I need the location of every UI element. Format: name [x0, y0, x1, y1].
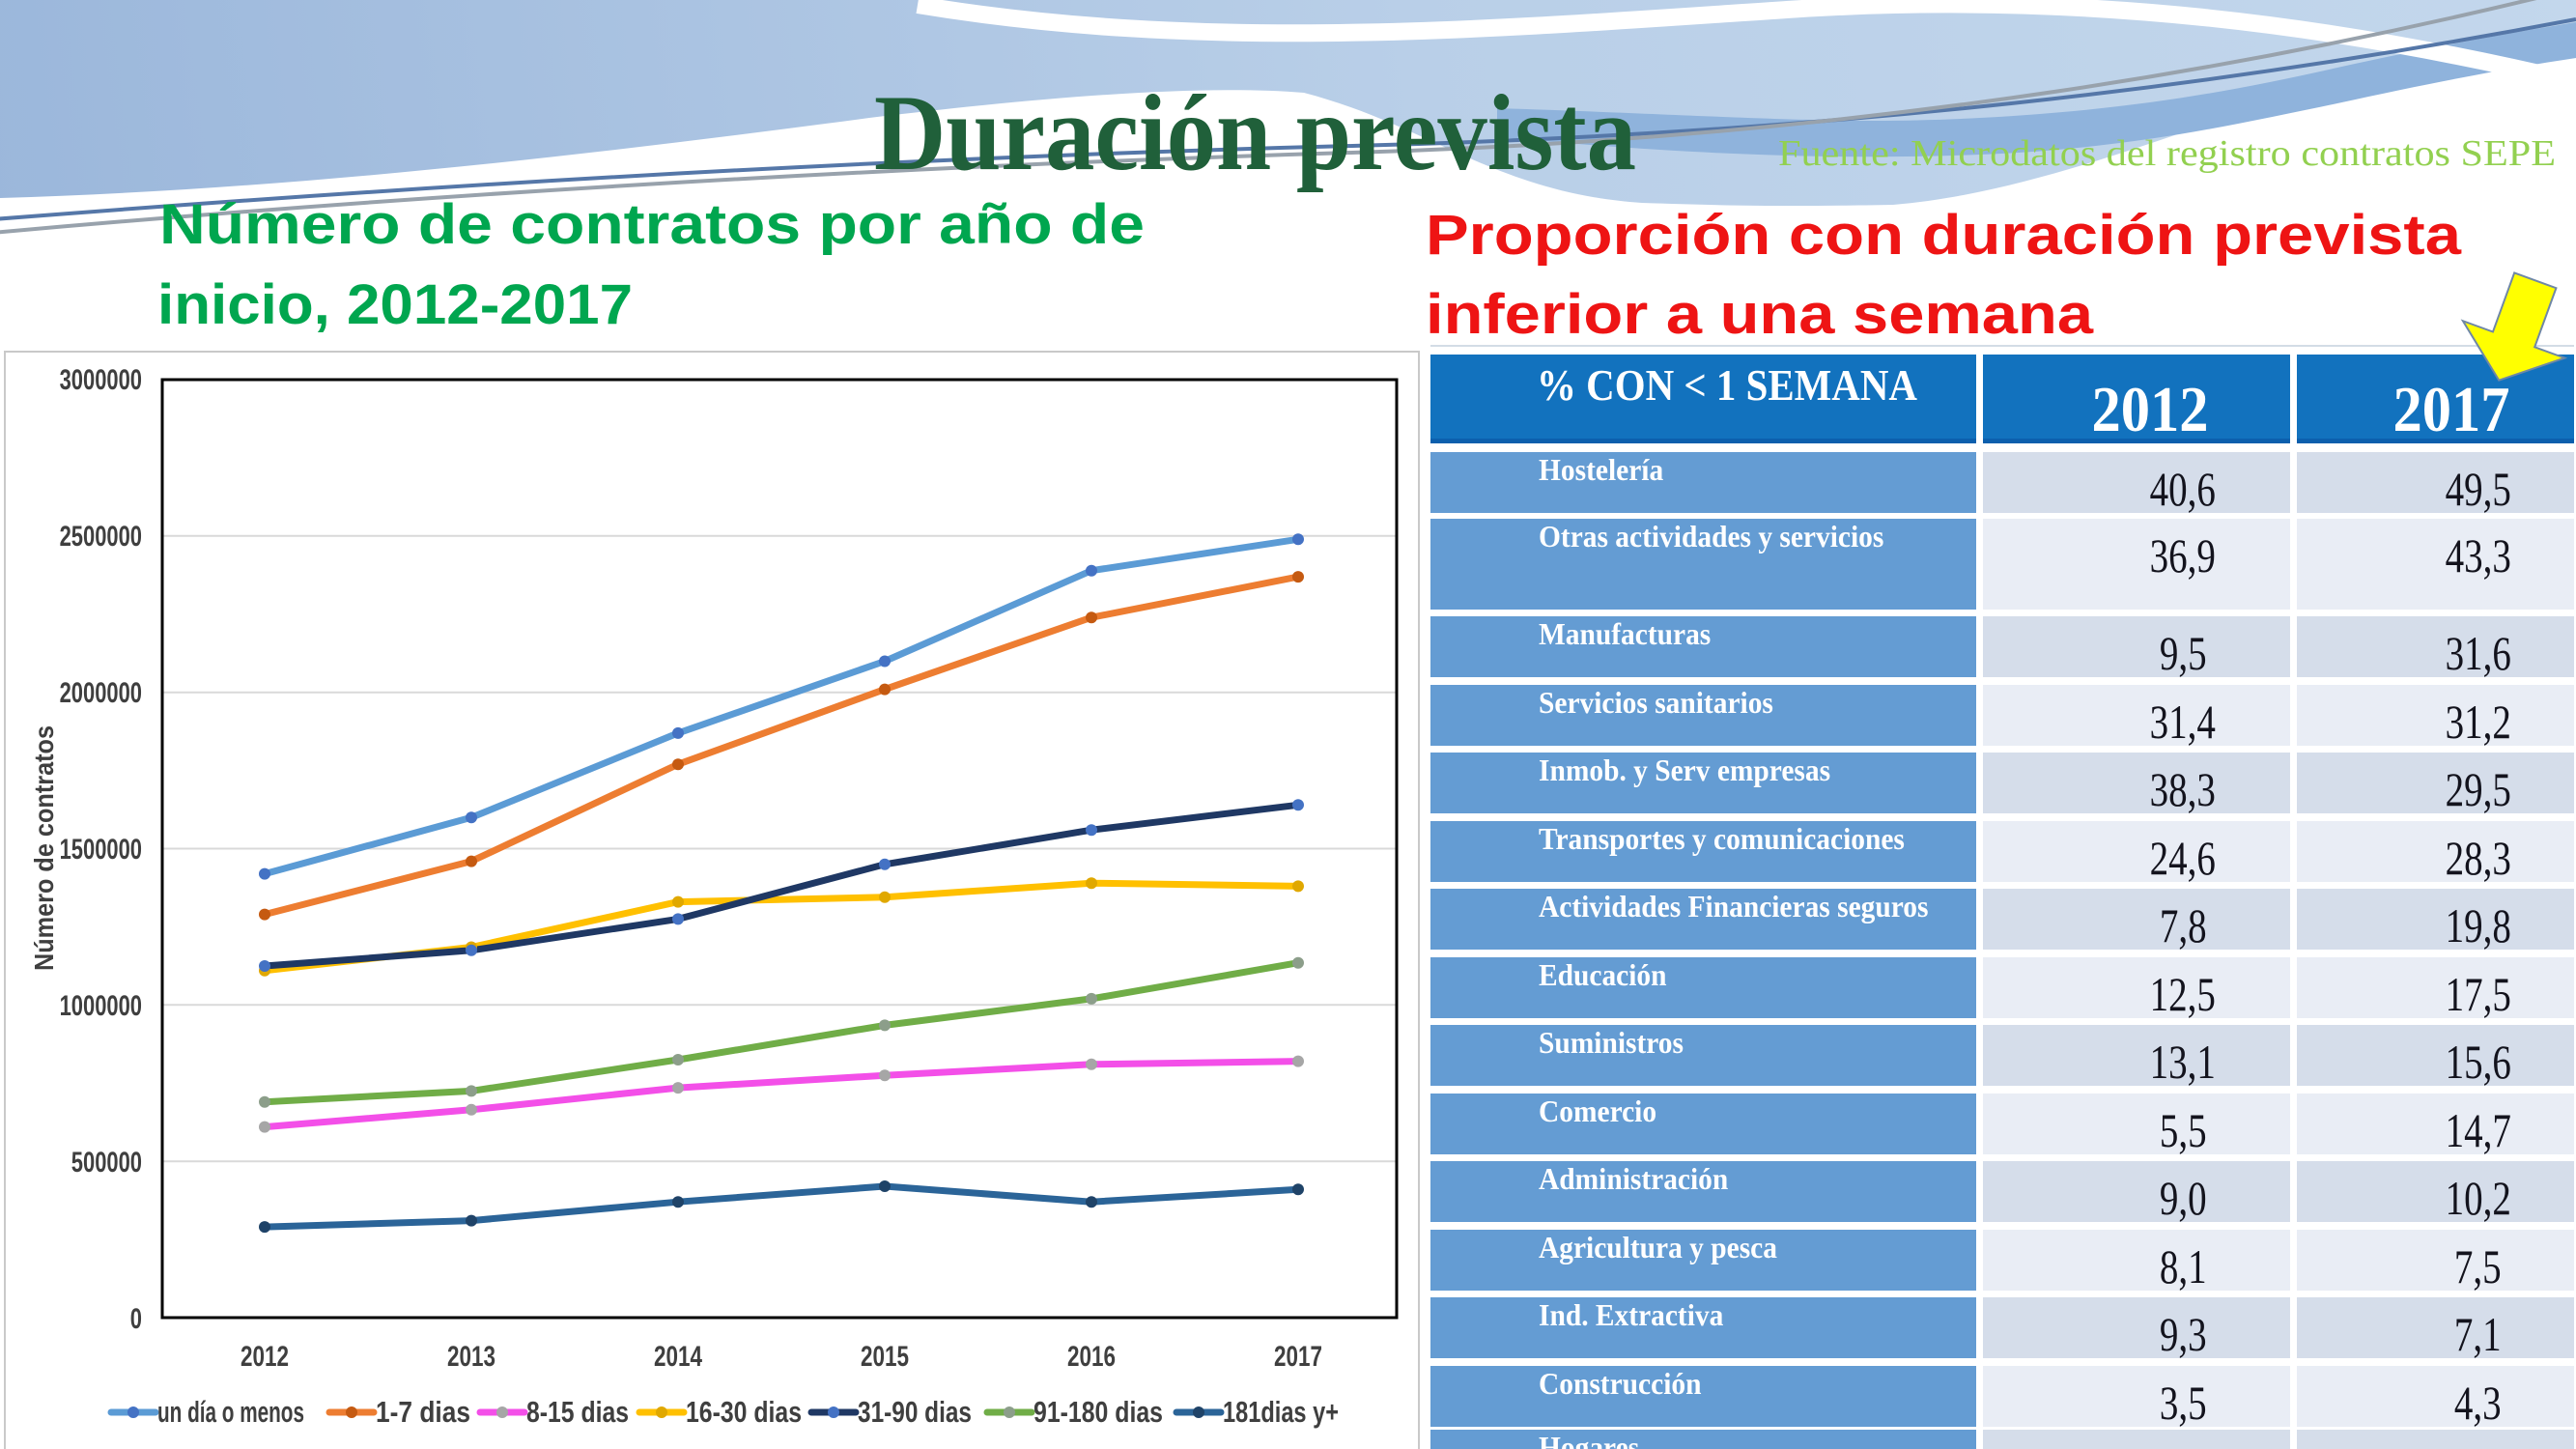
svg-text:2014: 2014: [654, 1341, 702, 1373]
svg-text:1-7 dias: 1-7 dias: [376, 1395, 470, 1429]
svg-text:2000000: 2000000: [60, 677, 142, 709]
svg-text:2017: 2017: [2393, 374, 2510, 445]
svg-text:2015: 2015: [861, 1341, 909, 1373]
svg-text:2016: 2016: [1067, 1341, 1116, 1373]
svg-text:2017: 2017: [1274, 1341, 1322, 1373]
svg-text:2012: 2012: [241, 1341, 289, 1373]
svg-text:Proporción con duración previs: Proporción con duración prevista: [1426, 204, 2462, 267]
svg-text:8-15 dias: 8-15 dias: [526, 1395, 629, 1429]
svg-text:16-30 dias: 16-30 dias: [686, 1395, 802, 1429]
svg-text:Número de contratos: Número de contratos: [29, 725, 59, 971]
svg-text:3000000: 3000000: [60, 364, 142, 396]
svg-text:inicio, 2012-2017: inicio, 2012-2017: [157, 273, 633, 336]
svg-text:Duración prevista: Duración prevista: [874, 73, 1636, 193]
svg-text:% CON < 1 SEMANA: % CON < 1 SEMANA: [1537, 360, 1917, 410]
svg-text:1500000: 1500000: [60, 834, 142, 866]
svg-text:2012: 2012: [2092, 374, 2209, 445]
svg-text:31-90 dias: 31-90 dias: [858, 1395, 972, 1429]
svg-text:500000: 500000: [71, 1147, 142, 1179]
svg-text:2013: 2013: [447, 1341, 495, 1373]
svg-text:Número de contratos por año de: Número de contratos por año de: [159, 193, 1145, 256]
svg-text:inferior a una semana: inferior a una semana: [1426, 283, 2094, 346]
svg-text:un día o menos: un día o menos: [157, 1395, 304, 1429]
svg-text:0: 0: [130, 1303, 142, 1335]
svg-text:2500000: 2500000: [60, 521, 142, 553]
svg-text:Fuente: Microdatos del registr: Fuente: Microdatos del registro contrato…: [1778, 133, 2556, 174]
svg-text:1000000: 1000000: [60, 990, 142, 1022]
svg-text:91-180 dias: 91-180 dias: [1033, 1395, 1163, 1429]
svg-text:181dias y+: 181dias y+: [1223, 1395, 1339, 1429]
